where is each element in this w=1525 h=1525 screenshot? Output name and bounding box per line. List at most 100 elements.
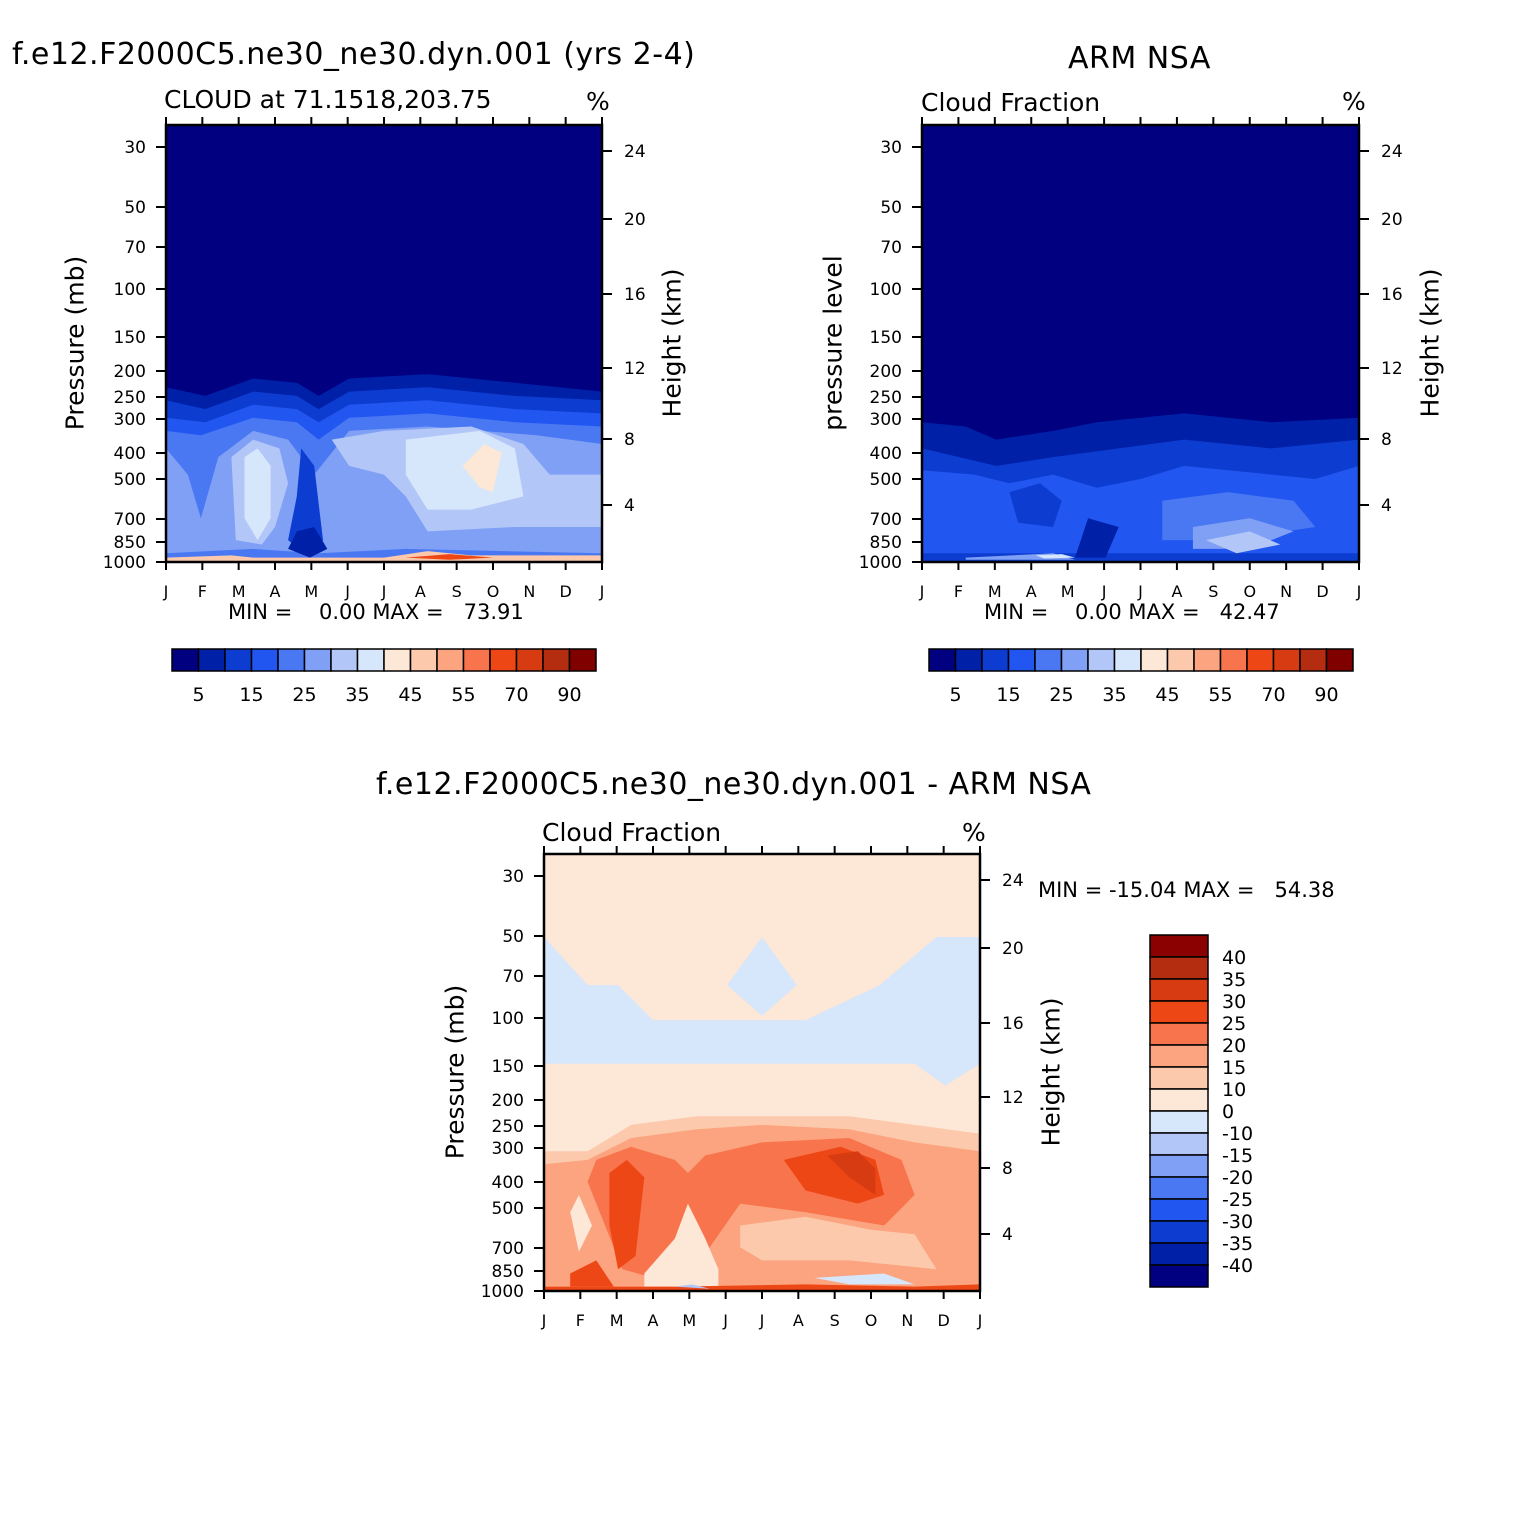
colorbar-label: -35 (1222, 1233, 1253, 1255)
colorbar-swatch (1149, 1176, 1209, 1200)
colorbar-swatch (1149, 1154, 1209, 1178)
contour-band (244, 448, 271, 541)
x-tick-label: J (163, 582, 169, 601)
colorbar-swatch (1299, 648, 1328, 672)
colorbar-label: 40 (1222, 947, 1246, 969)
contour-band (644, 1203, 719, 1287)
colorbar-swatch (1149, 956, 1209, 980)
obs-panel-title: ARM NSA (1068, 41, 1211, 76)
x-tick-label: M (232, 582, 246, 601)
y-tick-label: 200 (870, 362, 902, 382)
colorbar-swatch (1149, 1000, 1209, 1024)
y-tick-label: 200 (492, 1091, 524, 1111)
diff-panel-title: f.e12.F2000C5.ne30_ne30.dyn.001 - ARM NS… (376, 767, 1092, 802)
colorbar-label: 45 (1155, 684, 1179, 706)
x-tick-label: M (682, 1311, 696, 1330)
y-tick-label: 850 (870, 533, 902, 553)
colorbar-swatch (1325, 648, 1354, 672)
x-tick-label: S (830, 1311, 840, 1330)
contour-band (288, 527, 328, 558)
contour-band (570, 1260, 614, 1287)
colorbar-swatch (928, 648, 957, 672)
y-tick-label: 50 (124, 198, 146, 218)
colorbar-swatch (1149, 978, 1209, 1002)
colorbar-swatch (1149, 1044, 1209, 1068)
x-tick-label: M (1061, 582, 1075, 601)
y-tick-label: 400 (492, 1173, 524, 1193)
contour-band (827, 1151, 876, 1195)
y2-tick-label: 24 (1381, 142, 1403, 162)
obs-panel-variable-label: Cloud Fraction (921, 88, 1101, 117)
y-tick-label: 700 (870, 510, 902, 530)
colorbar-swatch (542, 648, 571, 672)
colorbar-label: -40 (1222, 1255, 1253, 1277)
colorbar-label: -20 (1222, 1167, 1253, 1189)
contour-band (166, 551, 602, 562)
colorbar-swatch (1060, 648, 1089, 672)
y-tick-label: 70 (124, 238, 146, 258)
contour-band (740, 1216, 937, 1270)
y2-tick-label: 4 (1381, 496, 1392, 516)
colorbar-label: 35 (345, 684, 369, 706)
contour-band (544, 1284, 980, 1291)
model-panel-variable-label: CLOUD at 71.1518,203.75 (164, 85, 492, 114)
x-tick-label: J (381, 582, 387, 601)
y-tick-label: 500 (492, 1199, 524, 1219)
colorbar-label: 15 (239, 684, 263, 706)
obs-panel-units: % (1342, 87, 1366, 116)
model-panel-title: f.e12.F2000C5.ne30_ne30.dyn.001 (yrs 2-4… (12, 37, 696, 72)
x-tick-label: A (793, 1311, 804, 1330)
x-tick-label: A (648, 1311, 659, 1330)
y-tick-label: 150 (114, 328, 146, 348)
contour-band (1009, 483, 1062, 527)
contour-band (674, 1284, 710, 1289)
y-tick-label: 300 (114, 410, 146, 430)
diff-panel-units: % (962, 818, 986, 847)
colorbar-swatch (1140, 648, 1169, 672)
colorbar-swatch (250, 648, 279, 672)
x-tick-label: J (541, 1311, 547, 1330)
y-tick-label: 50 (502, 927, 524, 947)
y-tick-label: 100 (870, 280, 902, 300)
x-tick-label: D (1316, 582, 1328, 601)
colorbar-swatch (1149, 1110, 1209, 1134)
colorbar-swatch (462, 648, 491, 672)
y2-tick-label: 20 (1381, 210, 1403, 230)
colorbar-swatch (1246, 648, 1275, 672)
y2-tick-label: 12 (624, 359, 646, 379)
y-tick-label: 150 (870, 328, 902, 348)
x-tick-label: J (1137, 582, 1143, 601)
contour-band (1206, 531, 1281, 554)
y2-tick-label: 20 (1002, 939, 1024, 959)
colorbar-swatch (1113, 648, 1142, 672)
x-tick-label: O (487, 582, 500, 601)
x-tick-label: M (610, 1311, 624, 1330)
colorbar-swatch (277, 648, 306, 672)
colorbar-label: 70 (1261, 684, 1285, 706)
colorbar-swatch (409, 648, 438, 672)
y2-tick-label: 16 (1002, 1014, 1024, 1034)
colorbar-swatch (1034, 648, 1063, 672)
y-tick-label: 500 (114, 470, 146, 490)
y-tick-label: 70 (502, 967, 524, 987)
colorbar-swatch (197, 648, 226, 672)
colorbar-swatch (1007, 648, 1036, 672)
y-tick-label: 700 (492, 1239, 524, 1259)
y2-tick-label: 24 (624, 142, 646, 162)
y-tick-label: 200 (114, 362, 146, 382)
model-panel-minmax: MIN = 0.00 MAX = 73.91 (228, 600, 524, 624)
contour-band (462, 444, 502, 493)
y-tick-label: 300 (870, 410, 902, 430)
colorbar-swatch (1149, 1242, 1209, 1266)
colorbar-label: 35 (1222, 969, 1246, 991)
colorbar-label: 70 (504, 684, 528, 706)
colorbar-swatch (1149, 1088, 1209, 1112)
y-tick-label: 850 (114, 533, 146, 553)
colorbar-label: 25 (292, 684, 316, 706)
y-tick-label: 300 (492, 1139, 524, 1159)
y-tick-label: 100 (114, 280, 146, 300)
colorbar-label: 15 (996, 684, 1020, 706)
contour-band (570, 1194, 592, 1252)
y-tick-label: 700 (114, 510, 146, 530)
